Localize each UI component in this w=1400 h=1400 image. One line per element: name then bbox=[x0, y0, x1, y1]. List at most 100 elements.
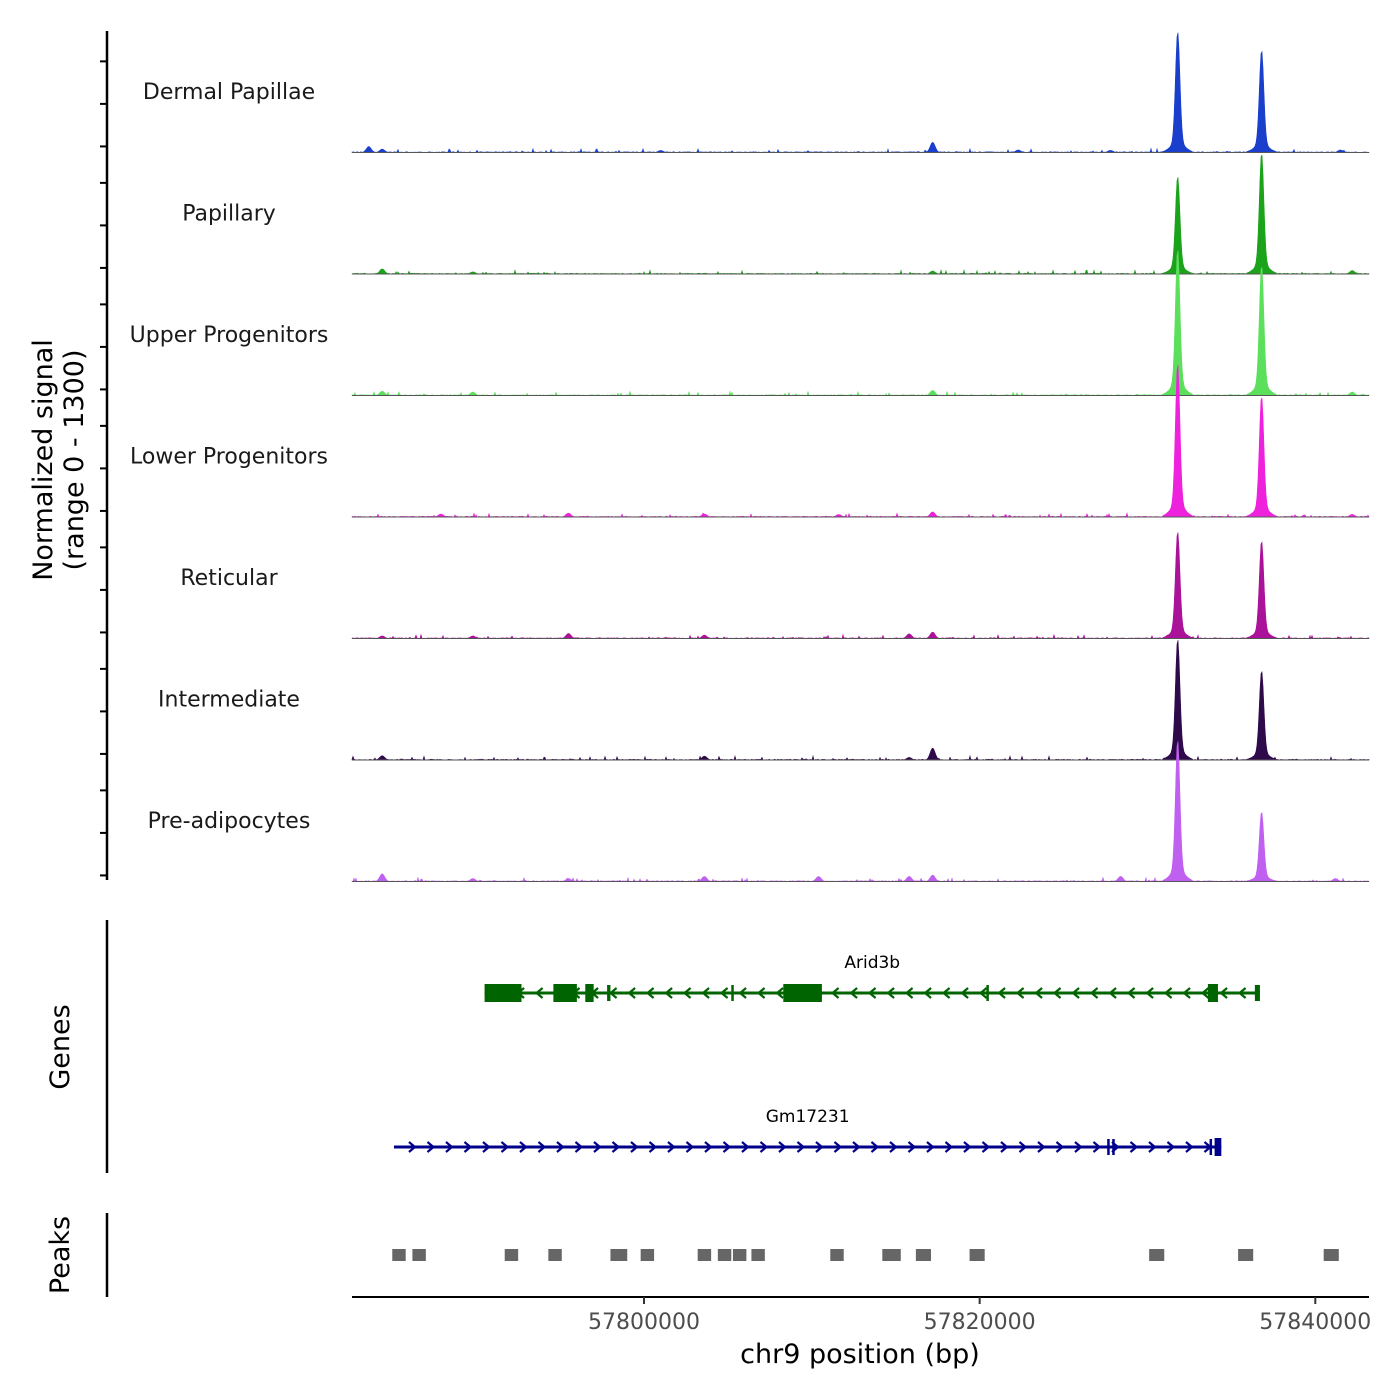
strand-chevron bbox=[1237, 987, 1247, 999]
track-lower-progenitors: Lower Progenitors bbox=[130, 364, 1370, 518]
gene-models: Arid3b Gm17231 bbox=[393, 953, 1260, 1156]
strand-chevron bbox=[1185, 1141, 1194, 1153]
strand-chevron bbox=[482, 1141, 491, 1153]
exon bbox=[783, 984, 822, 1002]
genes-panel: Genes Arid3b Gm17231 bbox=[45, 920, 1260, 1173]
exon bbox=[1107, 1139, 1110, 1155]
strand-chevron bbox=[719, 987, 729, 999]
track-label: Reticular bbox=[180, 566, 278, 591]
signal-area bbox=[351, 532, 1370, 640]
peak-region bbox=[640, 1249, 655, 1261]
strand-chevron bbox=[1148, 1141, 1157, 1153]
strand-chevron bbox=[500, 1141, 510, 1153]
track-papillary: Papillary bbox=[182, 154, 1370, 275]
strand-chevron bbox=[556, 1141, 565, 1153]
strand-chevron bbox=[648, 1141, 658, 1153]
track-dermal-papillae: Dermal Papillae bbox=[143, 32, 1370, 154]
strand-chevron bbox=[759, 1141, 769, 1153]
strand-chevron bbox=[574, 1141, 584, 1153]
strand-chevron bbox=[904, 987, 914, 999]
peak-region bbox=[1149, 1249, 1165, 1261]
exon bbox=[986, 985, 989, 1001]
signal-area bbox=[351, 32, 1370, 154]
strand-chevron bbox=[849, 987, 858, 999]
strand-chevron bbox=[593, 1141, 602, 1153]
peak-region bbox=[751, 1249, 765, 1261]
strand-chevron bbox=[796, 1141, 806, 1153]
exon bbox=[607, 985, 611, 1001]
strand-chevron bbox=[741, 1141, 750, 1153]
strand-chevron bbox=[463, 1141, 473, 1153]
exon bbox=[484, 984, 522, 1002]
signal-area bbox=[351, 741, 1370, 883]
peaks-panel: Peaks bbox=[45, 1213, 1339, 1297]
coverage-ylabel-line1: Normalized signal bbox=[28, 339, 59, 581]
coverage-panel: Normalized signal (range 0 - 1300) Derma… bbox=[28, 31, 1370, 883]
peak-regions bbox=[392, 1249, 1339, 1261]
strand-chevron bbox=[833, 1141, 843, 1153]
strand-chevron bbox=[1219, 987, 1228, 999]
strand-chevron bbox=[627, 987, 636, 999]
exon bbox=[1254, 985, 1260, 1001]
peak-region bbox=[830, 1249, 844, 1261]
strand-chevron bbox=[519, 1141, 528, 1153]
strand-chevron bbox=[944, 1141, 954, 1153]
strand-chevron bbox=[1034, 987, 1043, 999]
strand-chevron bbox=[778, 1141, 787, 1153]
strand-chevron bbox=[907, 1141, 917, 1153]
x-axis-title: chr9 position (bp) bbox=[740, 1339, 980, 1370]
strand-chevron bbox=[889, 1141, 898, 1153]
signal-area bbox=[351, 640, 1370, 761]
strand-chevron bbox=[664, 987, 673, 999]
track-pre-adipocytes: Pre-adipocytes bbox=[148, 741, 1370, 883]
peak-region bbox=[412, 1249, 426, 1261]
strand-chevron bbox=[1182, 987, 1191, 999]
track-upper-progenitors: Upper Progenitors bbox=[130, 250, 1370, 397]
strand-chevron bbox=[978, 987, 988, 999]
peak-region bbox=[717, 1249, 732, 1261]
x-tick-label: 57800000 bbox=[588, 1310, 700, 1335]
strand-chevron bbox=[701, 987, 710, 999]
gene-label: Arid3b bbox=[844, 953, 900, 973]
strand-chevron bbox=[852, 1141, 861, 1153]
strand-chevron bbox=[445, 1141, 454, 1153]
strand-chevron bbox=[941, 987, 951, 999]
track-intermediate: Intermediate bbox=[158, 640, 1370, 761]
peak-region bbox=[504, 1249, 519, 1261]
peak-region bbox=[392, 1249, 406, 1261]
strand-chevron bbox=[537, 1141, 547, 1153]
strand-chevron bbox=[685, 1141, 695, 1153]
strand-chevron bbox=[667, 1141, 676, 1153]
strand-chevron bbox=[815, 1141, 824, 1153]
coverage-ylabel-line2: (range 0 - 1300) bbox=[59, 350, 90, 571]
strand-chevron bbox=[926, 1141, 935, 1153]
exon bbox=[553, 984, 577, 1002]
strand-chevron bbox=[1052, 987, 1062, 999]
strand-chevron bbox=[963, 1141, 972, 1153]
strand-chevron bbox=[1089, 987, 1099, 999]
signal-area bbox=[351, 364, 1370, 518]
strand-chevron bbox=[1166, 1141, 1176, 1153]
peak-region bbox=[969, 1249, 985, 1261]
gene-gm17231: Gm17231 bbox=[393, 1107, 1222, 1156]
strand-chevron bbox=[1071, 987, 1080, 999]
x-tick-label: 57820000 bbox=[924, 1310, 1036, 1335]
strand-chevron bbox=[608, 987, 618, 999]
peak-region bbox=[1323, 1249, 1339, 1261]
track-label: Pre-adipocytes bbox=[148, 809, 311, 834]
x-tick-label: 57840000 bbox=[1259, 1310, 1371, 1335]
strand-chevron bbox=[830, 987, 840, 999]
peak-region bbox=[732, 1249, 747, 1261]
strand-chevron bbox=[1163, 987, 1173, 999]
signal-area bbox=[351, 154, 1370, 275]
track-reticular: Reticular bbox=[180, 532, 1370, 640]
strand-chevron bbox=[870, 1141, 880, 1153]
strand-chevron bbox=[886, 987, 895, 999]
strand-chevron bbox=[630, 1141, 639, 1153]
exon bbox=[731, 985, 734, 1001]
track-label: Upper Progenitors bbox=[130, 323, 329, 348]
strand-chevron bbox=[1200, 987, 1210, 999]
strand-chevron bbox=[1126, 987, 1136, 999]
strand-chevron bbox=[682, 987, 692, 999]
